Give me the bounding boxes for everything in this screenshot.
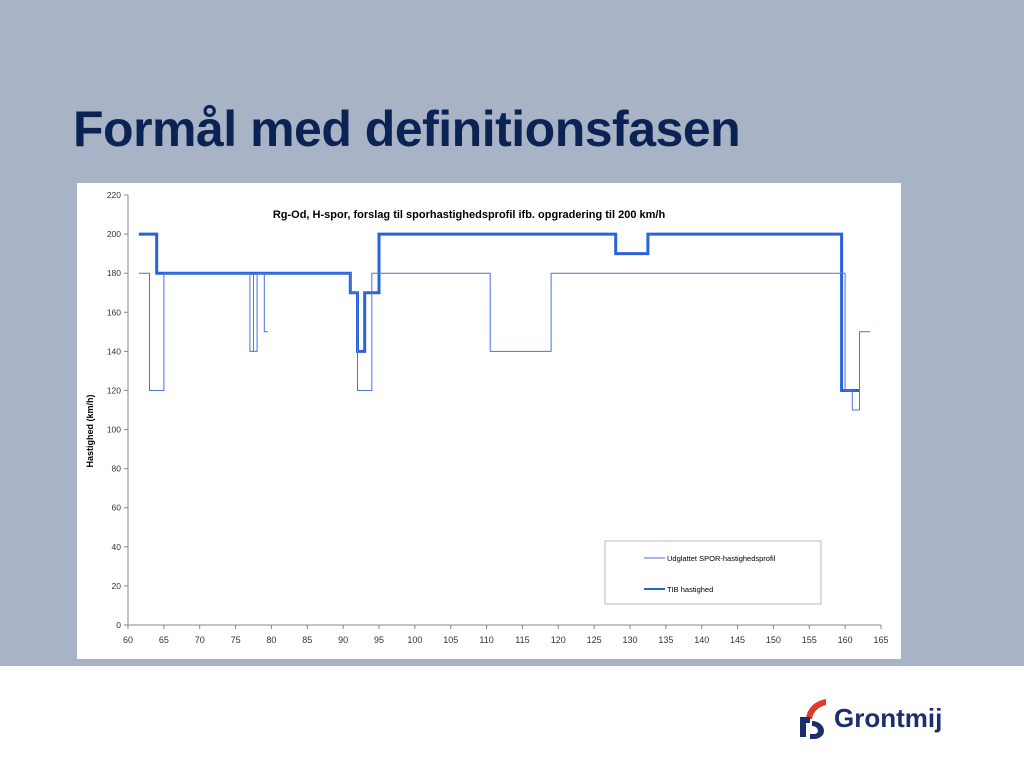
legend-label-0: Udglattet SPOR-hastighedsprofil <box>667 554 776 563</box>
x-tick-label: 90 <box>338 635 348 645</box>
series-line-0 <box>138 232 860 392</box>
series-line-1 <box>263 273 268 333</box>
chart-title: Rg-Od, H-spor, forslag til sporhastighed… <box>273 209 666 221</box>
y-tick-label: 80 <box>112 464 122 474</box>
x-tick-label: 125 <box>587 635 602 645</box>
x-tick-label: 165 <box>873 635 888 645</box>
grontmij-logo-icon <box>800 699 826 739</box>
x-tick-label: 80 <box>266 635 276 645</box>
x-tick-label: 105 <box>443 635 458 645</box>
x-tick-label: 70 <box>195 635 205 645</box>
x-tick-label: 120 <box>551 635 566 645</box>
slide-title: Formål med definitionsfasen <box>73 101 741 157</box>
legend: Udglattet SPOR-hastighedsprofil TIB hast… <box>604 540 822 605</box>
y-tick-label: 100 <box>107 425 121 435</box>
legend-label-1: TIB hastighed <box>667 585 713 594</box>
series-lines <box>138 232 871 411</box>
y-tick-label: 160 <box>107 307 121 317</box>
y-tick-label: 40 <box>112 542 122 552</box>
x-tick-label: 100 <box>407 635 422 645</box>
y-tick-label: 180 <box>107 268 121 278</box>
y-axis-label: Hastighed (km/h) <box>85 394 95 467</box>
x-tick-label: 95 <box>374 635 384 645</box>
y-tick-label: 220 <box>107 190 121 200</box>
axes: 0 20 40 60 80 100 120 140 160 180 200 220 60 65 70 75 80… <box>107 190 889 645</box>
legend-box <box>604 540 822 605</box>
grontmij-logo: Grontmij <box>796 697 966 741</box>
chart-panel: Rg-Od, H-spor, forslag til sporhastighed… <box>77 183 901 659</box>
speed-profile-chart: Rg-Od, H-spor, forslag til sporhastighed… <box>85 190 889 645</box>
logo-wordmark: Grontmij <box>834 703 943 733</box>
x-tick-label: 140 <box>694 635 709 645</box>
x-tick-label: 75 <box>231 635 241 645</box>
y-tick-label: 20 <box>112 581 122 591</box>
x-tick-label: 160 <box>838 635 853 645</box>
x-tick-label: 65 <box>159 635 169 645</box>
series-line-1 <box>138 272 871 411</box>
y-tick-label: 200 <box>107 229 121 239</box>
x-tick-label: 115 <box>515 635 529 645</box>
y-tick-label: 120 <box>107 385 121 395</box>
x-tick-label: 85 <box>302 635 312 645</box>
x-tick-label: 130 <box>622 635 637 645</box>
x-tick-label: 155 <box>802 635 817 645</box>
x-tick-label: 60 <box>123 635 133 645</box>
x-tick-label: 150 <box>766 635 781 645</box>
y-tick-label: 140 <box>107 346 121 356</box>
y-tick-label: 0 <box>116 620 121 630</box>
x-tick-label: 110 <box>479 635 493 645</box>
x-tick-label: 135 <box>658 635 673 645</box>
y-tick-label: 60 <box>112 503 122 513</box>
x-tick-label: 145 <box>730 635 745 645</box>
